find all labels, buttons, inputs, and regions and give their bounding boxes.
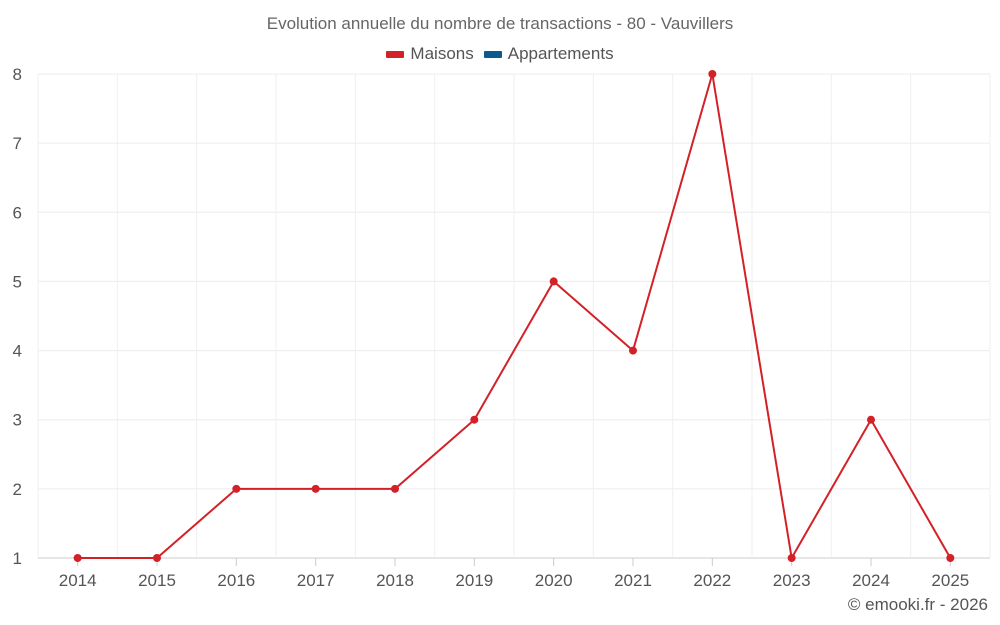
legend-label-appartements: Appartements: [507, 44, 614, 63]
x-tick-label: 2018: [376, 571, 414, 590]
y-tick-label: 6: [13, 203, 22, 222]
y-tick-label: 2: [13, 480, 22, 499]
legend-swatch-appartements: [483, 50, 502, 58]
data-point: [232, 484, 241, 493]
legend-label-maisons: Maisons: [410, 44, 474, 63]
legend: Maisons Appartements: [0, 44, 1000, 64]
y-tick-label: 4: [13, 342, 22, 361]
data-point: [708, 70, 717, 78]
data-point: [549, 277, 558, 286]
chart-title: Evolution annuelle du nombre de transact…: [266, 14, 734, 33]
x-tick-label: 2014: [59, 571, 97, 590]
data-point: [311, 484, 320, 493]
x-tick-label: 2022: [693, 571, 731, 590]
data-point: [391, 484, 399, 493]
legend-swatch-maisons: [386, 50, 405, 58]
data-point: [787, 554, 796, 562]
x-tick-label: 2020: [535, 571, 573, 590]
legend-item-maisons[interactable]: Maisons: [386, 44, 474, 64]
y-tick-label: 3: [13, 411, 22, 430]
x-tick-label: 2021: [614, 571, 652, 590]
y-tick-label: 5: [13, 272, 22, 291]
x-tick-label: 2019: [455, 571, 493, 590]
footer-credit: © emooki.fr - 2026: [847, 595, 988, 614]
data-point: [867, 415, 875, 424]
y-tick-label: 8: [13, 65, 22, 84]
x-tick-label: 2023: [773, 571, 811, 590]
x-tick-label: 2016: [217, 571, 255, 590]
x-tick-label: 2024: [852, 571, 890, 590]
data-point: [946, 554, 955, 562]
legend-item-appartements[interactable]: Appartements: [483, 44, 614, 64]
data-point: [629, 346, 637, 355]
data-point: [470, 415, 479, 424]
x-tick-label: 2025: [931, 571, 969, 590]
y-tick-label: 7: [13, 134, 22, 153]
y-tick-label: 1: [13, 549, 22, 568]
x-tick-label: 2017: [297, 571, 335, 590]
data-point: [73, 554, 82, 562]
x-tick-label: 2015: [138, 571, 176, 590]
data-point: [153, 554, 161, 562]
series-line-maisons: [77, 73, 952, 559]
